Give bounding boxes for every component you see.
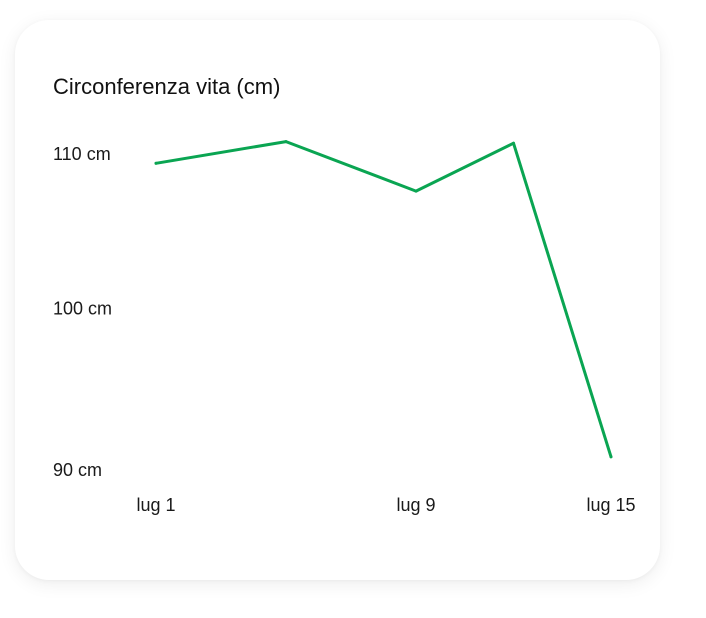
data-point (284, 140, 288, 144)
y-tick-label: 90 cm (53, 460, 102, 480)
data-point (512, 141, 515, 145)
x-axis-ticks: lug 1 lug 9 lug 15 (136, 495, 635, 515)
data-point (154, 161, 158, 165)
y-tick-label: 110 cm (53, 144, 111, 164)
y-axis-ticks: 90 cm 100 cm 110 cm (53, 144, 112, 480)
data-point (414, 189, 418, 193)
chart-card: Circonferenza vita (cm) 90 cm 100 cm 110 c… (15, 20, 660, 580)
chart-title: Circonferenza vita (cm) (53, 74, 281, 99)
x-tick-label: lug 1 (136, 495, 175, 515)
series-group (154, 140, 613, 459)
x-tick-label: lug 15 (586, 495, 635, 515)
waist-circumference-chart: 90 cm 100 cm 110 cm lug 1 lug 9 lug 15 (53, 140, 636, 515)
y-tick-label: 100 cm (53, 299, 112, 319)
x-tick-label: lug 9 (396, 495, 435, 515)
series-line (154, 140, 613, 459)
data-point (609, 455, 613, 459)
